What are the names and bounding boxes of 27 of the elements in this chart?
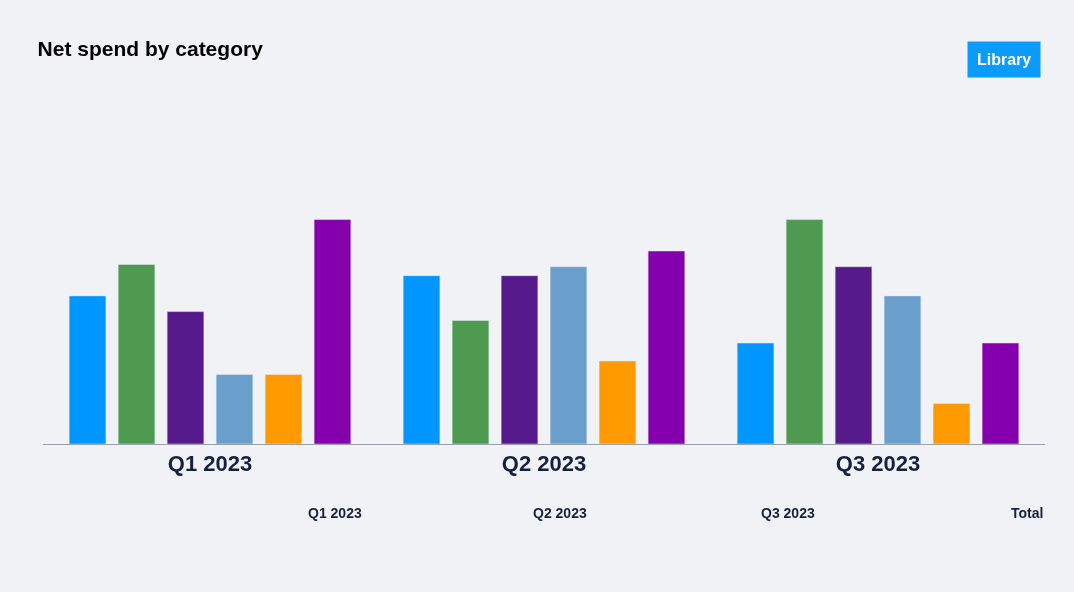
x-tick-label: Q3 2023 <box>835 451 921 477</box>
bar <box>264 374 303 444</box>
text: Q2 2023 <box>533 505 587 521</box>
bar <box>500 275 539 444</box>
x-tick-label: Q2 2023 <box>501 451 587 477</box>
bar <box>785 219 824 444</box>
bar <box>932 403 971 444</box>
bar <box>549 266 588 444</box>
bar <box>883 295 922 444</box>
bar <box>313 219 352 444</box>
bar <box>647 250 686 444</box>
bar <box>402 275 441 444</box>
bar <box>834 266 873 444</box>
text: Library <box>977 51 1032 68</box>
bar <box>68 295 107 444</box>
text: Q3 2023 <box>761 505 815 521</box>
bar <box>215 374 254 444</box>
text: Total <box>1011 505 1044 521</box>
bar <box>598 360 637 444</box>
bar <box>981 342 1020 444</box>
bar <box>451 320 490 444</box>
bar <box>166 311 205 444</box>
text: Q1 2023 <box>308 505 362 521</box>
chart-title: Net spend by category <box>37 37 264 61</box>
x-tick-label: Q1 2023 <box>167 451 253 477</box>
bar <box>117 264 156 444</box>
bar <box>736 342 775 444</box>
